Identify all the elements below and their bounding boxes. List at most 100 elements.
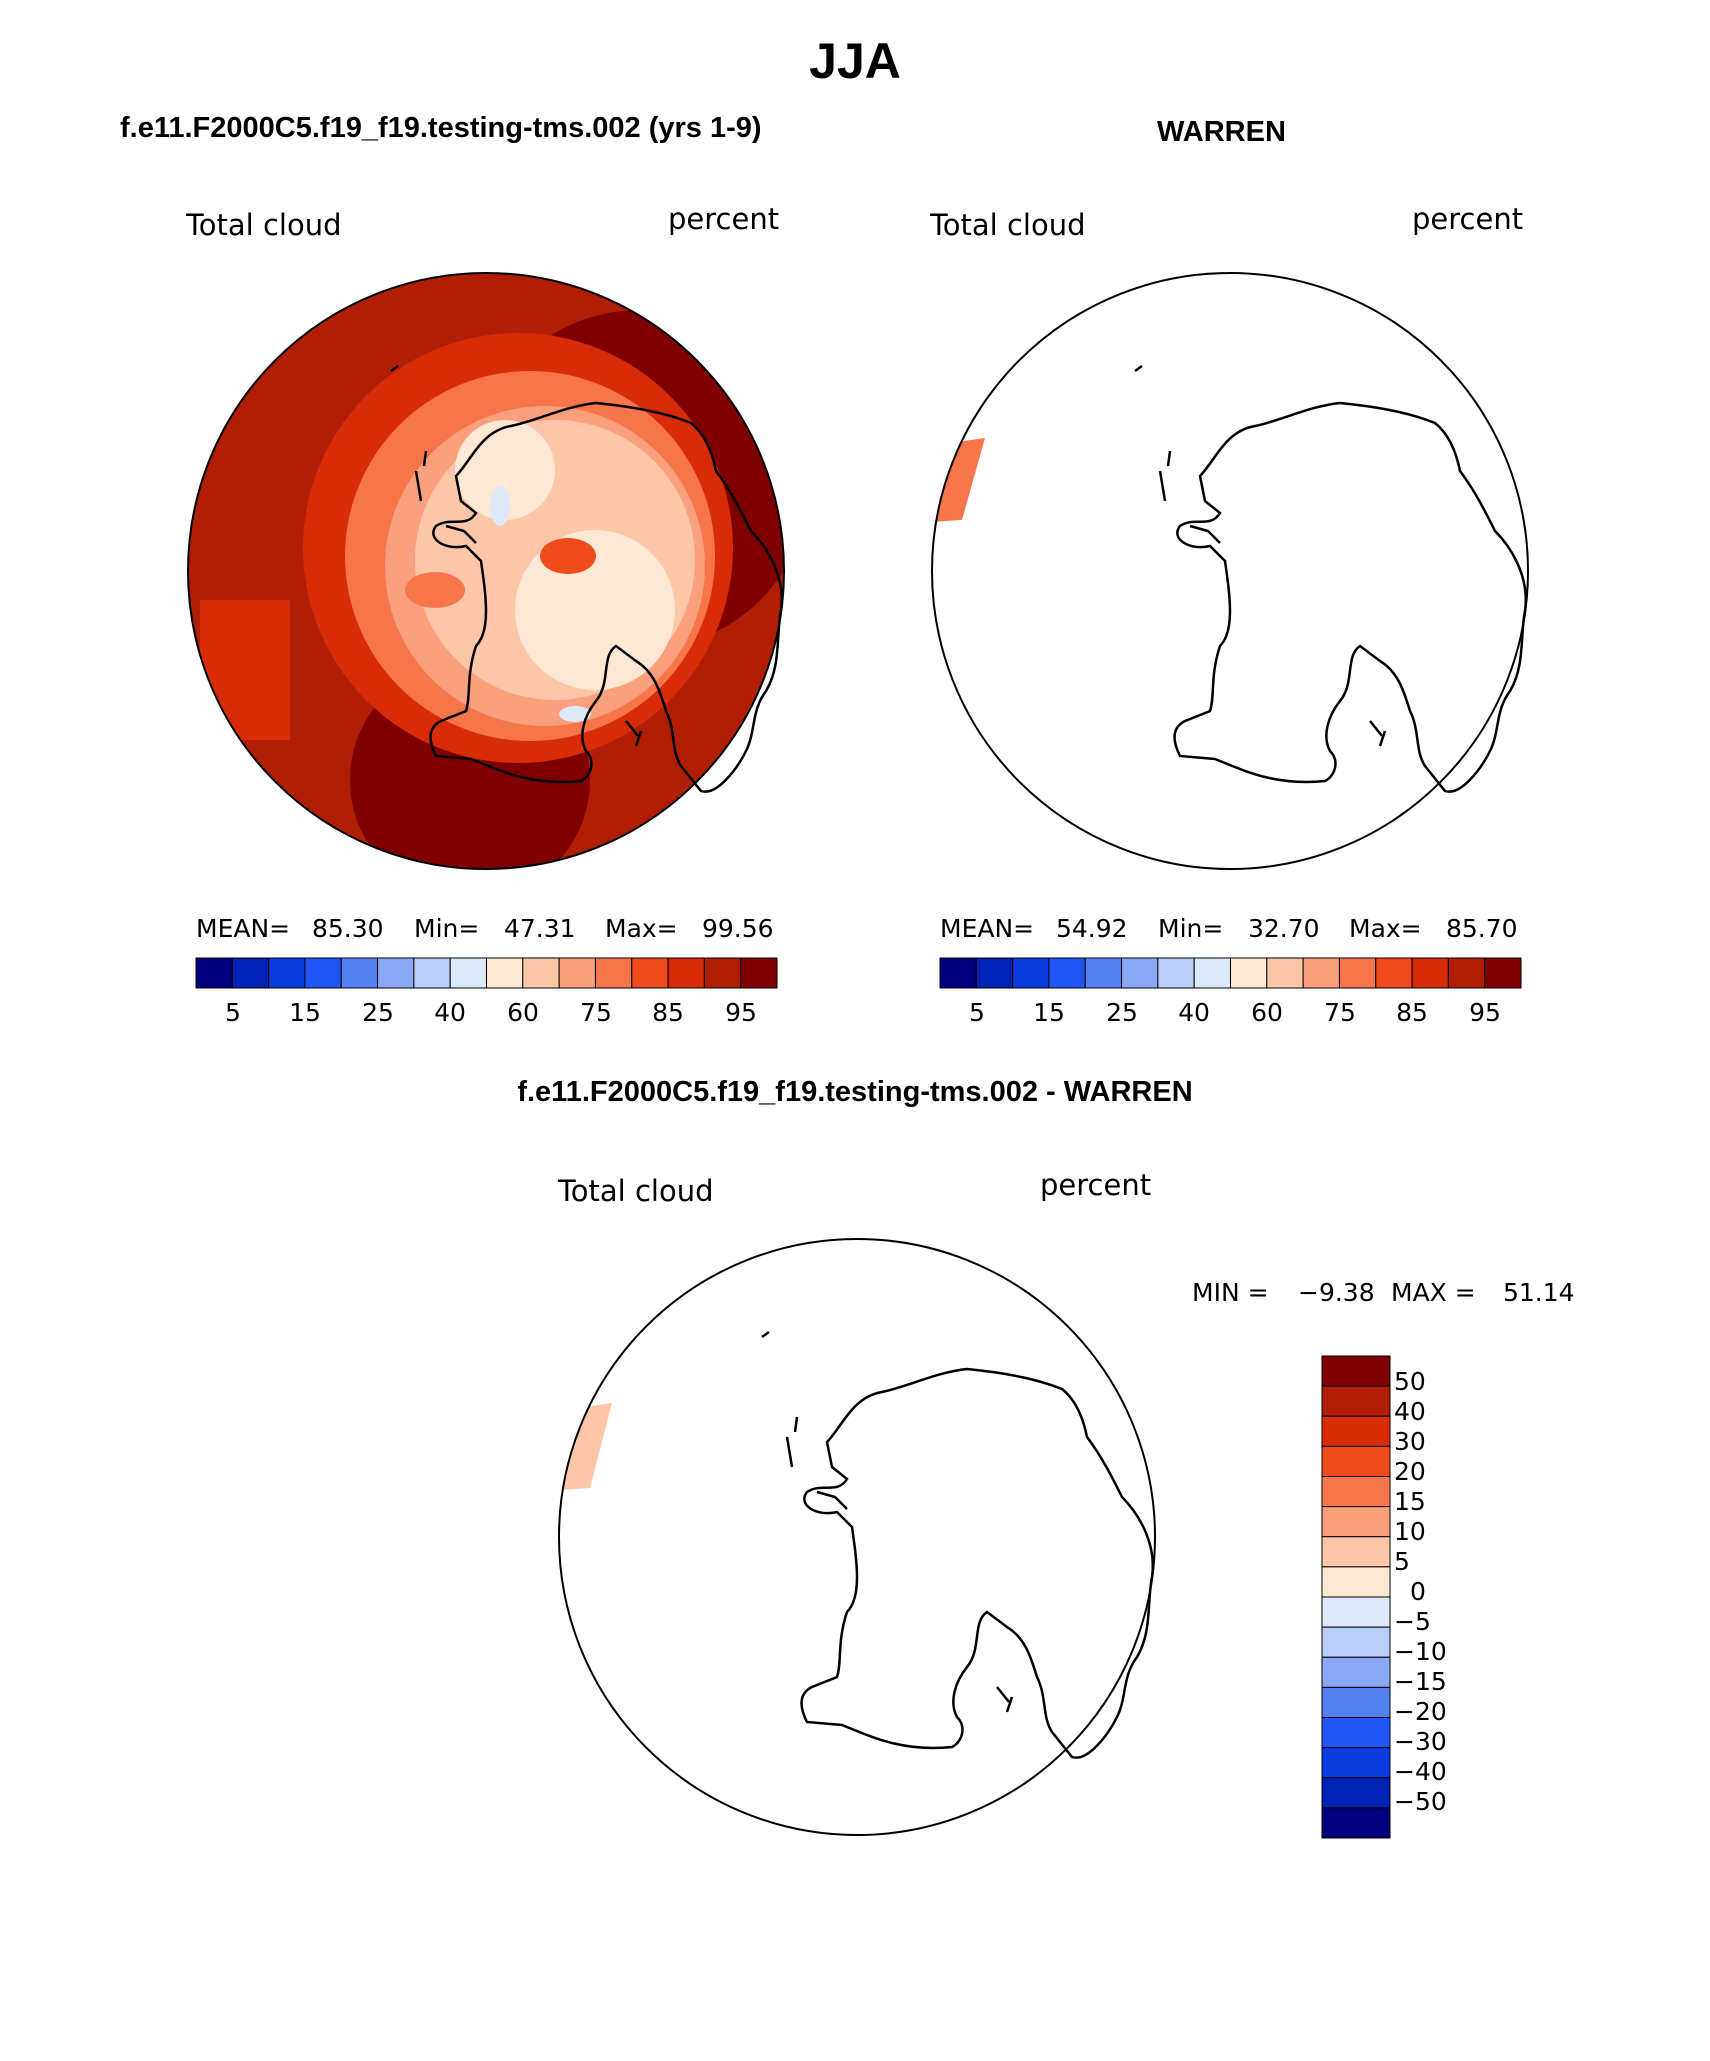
stats-mean-value-model: 85.30 xyxy=(312,914,384,943)
colorbar-label: 15 xyxy=(289,998,321,1027)
colorbar-cell xyxy=(667,957,705,989)
colorbar-cell xyxy=(1321,1476,1391,1508)
map-model xyxy=(188,273,784,869)
colorbar-cell xyxy=(231,957,270,989)
colorbar-label: −15 xyxy=(1394,1667,1447,1696)
colorbar-cell xyxy=(1048,957,1086,989)
variable-label-model: Total cloud xyxy=(186,208,342,242)
colorbar-model xyxy=(195,957,778,989)
colorbar-cell xyxy=(594,957,633,989)
stats-mean-label-obs: MEAN= xyxy=(940,914,1035,943)
colorbar-cell xyxy=(486,957,524,989)
panel-heading-diff: f.e11.F2000C5.f19_f19.testing-tms.002 - … xyxy=(517,1076,1193,1108)
colorbar-cell xyxy=(1157,957,1195,989)
colorbar-cell xyxy=(1375,957,1413,989)
colorbar-label: 0 xyxy=(1410,1577,1426,1606)
colorbar-cell xyxy=(1230,957,1268,989)
colorbar-label: 60 xyxy=(1251,998,1283,1027)
colorbar-label: 95 xyxy=(1469,998,1501,1027)
colorbar-cell xyxy=(413,957,451,989)
colorbar-cell xyxy=(1302,957,1340,989)
colorbar-cell xyxy=(1411,957,1449,989)
colorbar-cell xyxy=(1084,957,1123,989)
units-label-obs: percent xyxy=(1412,202,1524,236)
colorbar-cell xyxy=(522,957,560,989)
colorbar-label: −50 xyxy=(1394,1787,1447,1816)
colorbar-cell xyxy=(1338,957,1377,989)
stats-max-value-model: 99.56 xyxy=(702,914,774,943)
colorbar-cell xyxy=(1321,1717,1391,1749)
stats-max-value-diff: 51.14 xyxy=(1503,1278,1575,1307)
stats-mean-label-model: MEAN= xyxy=(196,914,291,943)
colorbar-label: 75 xyxy=(1324,998,1356,1027)
colorbar-label: −5 xyxy=(1394,1607,1431,1636)
colorbar-cell xyxy=(1321,1686,1391,1718)
variable-label-diff: Total cloud xyxy=(558,1174,714,1208)
colorbar-cell xyxy=(975,957,1014,989)
colorbar-label: 30 xyxy=(1394,1427,1426,1456)
colorbar-cell xyxy=(1266,957,1304,989)
colorbar-label: 10 xyxy=(1394,1517,1426,1546)
colorbar-label: 15 xyxy=(1394,1487,1426,1516)
colorbar-cell xyxy=(1012,957,1050,989)
colorbar-cell xyxy=(1321,1536,1391,1568)
colorbar-label: 95 xyxy=(725,998,757,1027)
colorbar-label: 5 xyxy=(1394,1547,1410,1576)
colorbar-label: −40 xyxy=(1394,1757,1447,1786)
colorbar-label: 50 xyxy=(1394,1367,1426,1396)
stats-mean-value-obs: 54.92 xyxy=(1056,914,1128,943)
colorbar-label: 25 xyxy=(362,998,394,1027)
colorbar-cell xyxy=(1321,1506,1391,1538)
coastline-diff xyxy=(760,1330,1155,1759)
colorbar-cell xyxy=(703,957,742,989)
colorbar-label: 25 xyxy=(1106,998,1138,1027)
stats-max-label-diff: MAX = xyxy=(1391,1278,1476,1307)
stats-max-value-obs: 85.70 xyxy=(1446,914,1518,943)
colorbar-cell xyxy=(340,957,379,989)
stats-min-label-obs: Min= xyxy=(1158,914,1224,943)
colorbar-cell xyxy=(1321,1656,1391,1688)
colorbar-cell xyxy=(1193,957,1231,989)
colorbar-cell xyxy=(1321,1626,1391,1658)
stats-max-label-model: Max= xyxy=(605,914,678,943)
colorbar-cell xyxy=(1321,1596,1391,1628)
colorbar-cell xyxy=(631,957,669,989)
colorbar-label: 40 xyxy=(1178,998,1210,1027)
colorbar-label: 40 xyxy=(434,998,466,1027)
colorbar-cell xyxy=(1321,1566,1391,1598)
colorbar-cell xyxy=(1321,1445,1391,1477)
colorbar-cell xyxy=(939,957,977,989)
colorbar-label: 20 xyxy=(1394,1457,1426,1486)
colorbar-label: 15 xyxy=(1033,998,1065,1027)
colorbar-cell xyxy=(1321,1807,1391,1839)
colorbar-obs xyxy=(939,957,1522,989)
colorbar-cell xyxy=(1321,1747,1391,1779)
colorbar-label: −20 xyxy=(1394,1697,1447,1726)
colorbar-label: 75 xyxy=(580,998,612,1027)
colorbar-label: 5 xyxy=(225,998,241,1027)
stats-min-value-obs: 32.70 xyxy=(1248,914,1320,943)
stats-min-label-diff: MIN = xyxy=(1192,1278,1269,1307)
colorbar-label: 5 xyxy=(969,998,985,1027)
variable-label-obs: Total cloud xyxy=(930,208,1086,242)
units-label-diff: percent xyxy=(1040,1168,1152,1202)
colorbar-cell xyxy=(304,957,342,989)
stats-min-value-diff: −9.38 xyxy=(1298,1278,1375,1307)
colorbar-label: 60 xyxy=(507,998,539,1027)
colorbar-cell xyxy=(195,957,233,989)
colorbar-cell xyxy=(1447,957,1486,989)
stats-min-label-model: Min= xyxy=(414,914,480,943)
stats-min-value-model: 47.31 xyxy=(504,914,576,943)
colorbar-label: −10 xyxy=(1394,1637,1447,1666)
colorbar-label: 40 xyxy=(1394,1397,1426,1426)
colorbar-cell xyxy=(1484,957,1522,989)
colorbar-label: 85 xyxy=(1396,998,1428,1027)
colorbar-cell xyxy=(1321,1355,1391,1387)
units-label-model: percent xyxy=(668,202,780,236)
page-title: JJA xyxy=(809,33,901,89)
panel-heading-obs: WARREN xyxy=(1157,116,1286,148)
colorbar-cell xyxy=(1321,1777,1391,1809)
colorbar-cell xyxy=(1121,957,1159,989)
colorbar-label: −30 xyxy=(1394,1727,1447,1756)
